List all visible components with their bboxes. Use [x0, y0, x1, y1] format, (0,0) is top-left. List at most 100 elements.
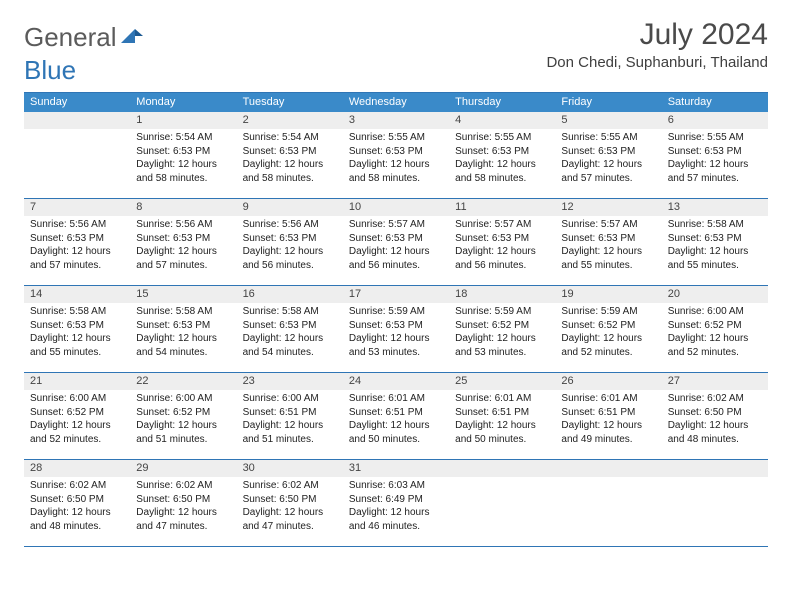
sunrise-text: Sunrise: 6:00 AM	[243, 392, 337, 406]
sunset-text: Sunset: 6:53 PM	[30, 232, 124, 246]
day-number: 22	[130, 373, 236, 390]
daylight-text: Daylight: 12 hours and 49 minutes.	[561, 419, 655, 446]
dow-mon: Monday	[130, 93, 236, 112]
day-cell: 10Sunrise: 5:57 AMSunset: 6:53 PMDayligh…	[343, 199, 449, 285]
daylight-text: Daylight: 12 hours and 54 minutes.	[243, 332, 337, 359]
sunrise-text: Sunrise: 6:02 AM	[243, 479, 337, 493]
day-cell: 17Sunrise: 5:59 AMSunset: 6:53 PMDayligh…	[343, 286, 449, 372]
daylight-text: Daylight: 12 hours and 51 minutes.	[243, 419, 337, 446]
day-body	[662, 477, 768, 483]
daylight-text: Daylight: 12 hours and 47 minutes.	[136, 506, 230, 533]
sunset-text: Sunset: 6:53 PM	[349, 145, 443, 159]
day-cell: 1Sunrise: 5:54 AMSunset: 6:53 PMDaylight…	[130, 112, 236, 198]
sunset-text: Sunset: 6:53 PM	[561, 145, 655, 159]
sunset-text: Sunset: 6:53 PM	[668, 145, 762, 159]
sunset-text: Sunset: 6:51 PM	[561, 406, 655, 420]
day-cell: 18Sunrise: 5:59 AMSunset: 6:52 PMDayligh…	[449, 286, 555, 372]
sunset-text: Sunset: 6:53 PM	[455, 145, 549, 159]
day-number: 12	[555, 199, 661, 216]
day-number: 3	[343, 112, 449, 129]
day-body: Sunrise: 6:02 AMSunset: 6:50 PMDaylight:…	[130, 477, 236, 537]
sunset-text: Sunset: 6:53 PM	[455, 232, 549, 246]
sunset-text: Sunset: 6:53 PM	[349, 232, 443, 246]
daylight-text: Daylight: 12 hours and 56 minutes.	[243, 245, 337, 272]
sunset-text: Sunset: 6:52 PM	[668, 319, 762, 333]
sunrise-text: Sunrise: 6:02 AM	[668, 392, 762, 406]
day-number: 26	[555, 373, 661, 390]
daylight-text: Daylight: 12 hours and 55 minutes.	[30, 332, 124, 359]
day-body: Sunrise: 5:58 AMSunset: 6:53 PMDaylight:…	[237, 303, 343, 363]
day-number: 11	[449, 199, 555, 216]
dow-sat: Saturday	[662, 93, 768, 112]
day-number	[449, 460, 555, 477]
day-number: 21	[24, 373, 130, 390]
day-cell	[662, 460, 768, 546]
day-body: Sunrise: 5:54 AMSunset: 6:53 PMDaylight:…	[130, 129, 236, 189]
daylight-text: Daylight: 12 hours and 58 minutes.	[349, 158, 443, 185]
day-body: Sunrise: 6:02 AMSunset: 6:50 PMDaylight:…	[662, 390, 768, 450]
week-row: 1Sunrise: 5:54 AMSunset: 6:53 PMDaylight…	[24, 112, 768, 199]
daylight-text: Daylight: 12 hours and 58 minutes.	[136, 158, 230, 185]
day-cell: 23Sunrise: 6:00 AMSunset: 6:51 PMDayligh…	[237, 373, 343, 459]
sunset-text: Sunset: 6:52 PM	[561, 319, 655, 333]
sunrise-text: Sunrise: 6:01 AM	[561, 392, 655, 406]
brand-text-1: General	[24, 22, 117, 53]
day-body: Sunrise: 5:57 AMSunset: 6:53 PMDaylight:…	[555, 216, 661, 276]
day-cell: 22Sunrise: 6:00 AMSunset: 6:52 PMDayligh…	[130, 373, 236, 459]
brand-text-2: Blue	[24, 55, 76, 85]
day-cell: 24Sunrise: 6:01 AMSunset: 6:51 PMDayligh…	[343, 373, 449, 459]
week-row: 28Sunrise: 6:02 AMSunset: 6:50 PMDayligh…	[24, 460, 768, 547]
sunset-text: Sunset: 6:52 PM	[455, 319, 549, 333]
dow-fri: Friday	[555, 93, 661, 112]
day-cell	[555, 460, 661, 546]
day-number: 18	[449, 286, 555, 303]
day-number: 17	[343, 286, 449, 303]
day-cell: 28Sunrise: 6:02 AMSunset: 6:50 PMDayligh…	[24, 460, 130, 546]
day-body: Sunrise: 5:57 AMSunset: 6:53 PMDaylight:…	[343, 216, 449, 276]
sunrise-text: Sunrise: 5:59 AM	[349, 305, 443, 319]
day-cell: 30Sunrise: 6:02 AMSunset: 6:50 PMDayligh…	[237, 460, 343, 546]
daylight-text: Daylight: 12 hours and 56 minutes.	[455, 245, 549, 272]
daylight-text: Daylight: 12 hours and 53 minutes.	[455, 332, 549, 359]
calendar-grid: Sunday Monday Tuesday Wednesday Thursday…	[24, 92, 768, 547]
sunrise-text: Sunrise: 5:56 AM	[136, 218, 230, 232]
day-cell: 8Sunrise: 5:56 AMSunset: 6:53 PMDaylight…	[130, 199, 236, 285]
sunrise-text: Sunrise: 5:57 AM	[349, 218, 443, 232]
day-body: Sunrise: 6:01 AMSunset: 6:51 PMDaylight:…	[343, 390, 449, 450]
daylight-text: Daylight: 12 hours and 48 minutes.	[668, 419, 762, 446]
day-body: Sunrise: 6:02 AMSunset: 6:50 PMDaylight:…	[237, 477, 343, 537]
sunrise-text: Sunrise: 5:55 AM	[668, 131, 762, 145]
daylight-text: Daylight: 12 hours and 56 minutes.	[349, 245, 443, 272]
day-number: 15	[130, 286, 236, 303]
day-number: 29	[130, 460, 236, 477]
day-number: 8	[130, 199, 236, 216]
sunrise-text: Sunrise: 6:00 AM	[668, 305, 762, 319]
day-cell	[449, 460, 555, 546]
sunset-text: Sunset: 6:52 PM	[136, 406, 230, 420]
day-number: 6	[662, 112, 768, 129]
sunrise-text: Sunrise: 6:00 AM	[136, 392, 230, 406]
day-body: Sunrise: 6:00 AMSunset: 6:52 PMDaylight:…	[130, 390, 236, 450]
sunrise-text: Sunrise: 5:55 AM	[349, 131, 443, 145]
daylight-text: Daylight: 12 hours and 52 minutes.	[668, 332, 762, 359]
day-number: 24	[343, 373, 449, 390]
daylight-text: Daylight: 12 hours and 47 minutes.	[243, 506, 337, 533]
day-body	[24, 129, 130, 135]
day-cell: 12Sunrise: 5:57 AMSunset: 6:53 PMDayligh…	[555, 199, 661, 285]
day-cell: 29Sunrise: 6:02 AMSunset: 6:50 PMDayligh…	[130, 460, 236, 546]
day-cell: 31Sunrise: 6:03 AMSunset: 6:49 PMDayligh…	[343, 460, 449, 546]
day-body: Sunrise: 6:01 AMSunset: 6:51 PMDaylight:…	[449, 390, 555, 450]
day-cell: 7Sunrise: 5:56 AMSunset: 6:53 PMDaylight…	[24, 199, 130, 285]
day-body: Sunrise: 5:58 AMSunset: 6:53 PMDaylight:…	[130, 303, 236, 363]
day-body: Sunrise: 5:59 AMSunset: 6:52 PMDaylight:…	[449, 303, 555, 363]
dow-sun: Sunday	[24, 93, 130, 112]
day-cell: 3 Sunrise: 5:55 AMSunset: 6:53 PMDaylight…	[343, 112, 449, 198]
day-body: Sunrise: 5:59 AMSunset: 6:52 PMDaylight:…	[555, 303, 661, 363]
dow-thu: Thursday	[449, 93, 555, 112]
day-body: Sunrise: 6:00 AMSunset: 6:52 PMDaylight:…	[24, 390, 130, 450]
sunrise-text: Sunrise: 5:59 AM	[561, 305, 655, 319]
dow-wed: Wednesday	[343, 93, 449, 112]
sunset-text: Sunset: 6:50 PM	[668, 406, 762, 420]
sunrise-text: Sunrise: 5:58 AM	[30, 305, 124, 319]
day-number: 7	[24, 199, 130, 216]
